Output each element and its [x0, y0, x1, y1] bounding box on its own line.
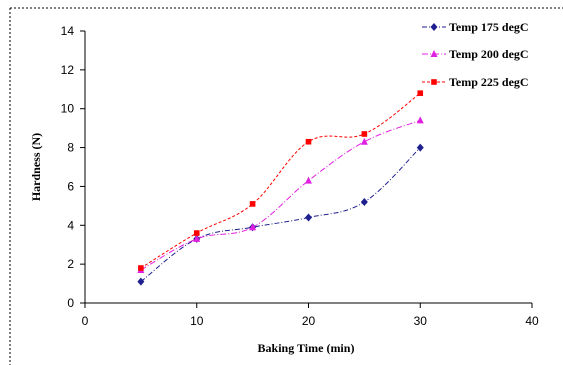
y-tick-label: 10: [61, 102, 75, 116]
data-point-2-4: [305, 176, 312, 184]
legend: Temp 175 degC Temp 200 degC Temp 225 degC: [422, 20, 529, 89]
data-point-3-1: [138, 265, 144, 271]
data-point-3-5: [361, 131, 368, 137]
data-point-3-3: [249, 201, 256, 207]
legend-marker-3: [431, 79, 437, 85]
data-point-3-2: [193, 230, 200, 236]
y-tick-label: 14: [61, 24, 75, 38]
y-axis-label: Hardness (N): [29, 133, 43, 201]
data-point-1-1: [137, 277, 145, 286]
x-ticks: 0 10 20 30 40: [82, 303, 539, 328]
x-tick-label: 0: [82, 314, 89, 328]
legend-marker-2: [430, 50, 438, 57]
series-line-1: [140, 147, 421, 283]
y-tick-label: 6: [67, 179, 74, 193]
data-point-3-6: [417, 90, 424, 96]
x-axis-label: Baking Time (min): [258, 341, 355, 355]
data-point-2-6: [416, 116, 424, 124]
data-point-2-3: [249, 223, 257, 231]
y-tick-label: 8: [67, 141, 74, 155]
y-tick-label: 2: [67, 257, 74, 271]
chart-frame: [9, 7, 563, 365]
legend-marker-1: [430, 23, 438, 31]
data-point-3-4: [305, 138, 312, 145]
y-tick-label: 12: [61, 63, 75, 77]
legend-label-2: Temp 200 degC: [449, 47, 529, 61]
data-point-1-4: [305, 213, 312, 222]
legend-label-3: Temp 225 degC: [449, 75, 529, 89]
x-tick-label: 30: [414, 314, 428, 328]
data-point-1-5: [360, 197, 368, 206]
series-line-3: [140, 92, 421, 269]
data-point-2-2: [193, 234, 201, 242]
series-layer: [137, 90, 424, 286]
legend-label-1: Temp 175 degC: [449, 20, 529, 34]
x-tick-label: 40: [525, 314, 539, 328]
axes: [84, 31, 532, 304]
y-ticks: 0 2 4 6 8 10 12 14: [61, 24, 85, 310]
y-tick-label: 4: [67, 218, 74, 232]
y-tick-label: 0: [67, 296, 74, 310]
x-tick-label: 10: [190, 314, 204, 328]
data-point-2-5: [360, 137, 368, 145]
x-tick-label: 20: [302, 314, 316, 328]
data-point-1-6: [416, 143, 424, 152]
